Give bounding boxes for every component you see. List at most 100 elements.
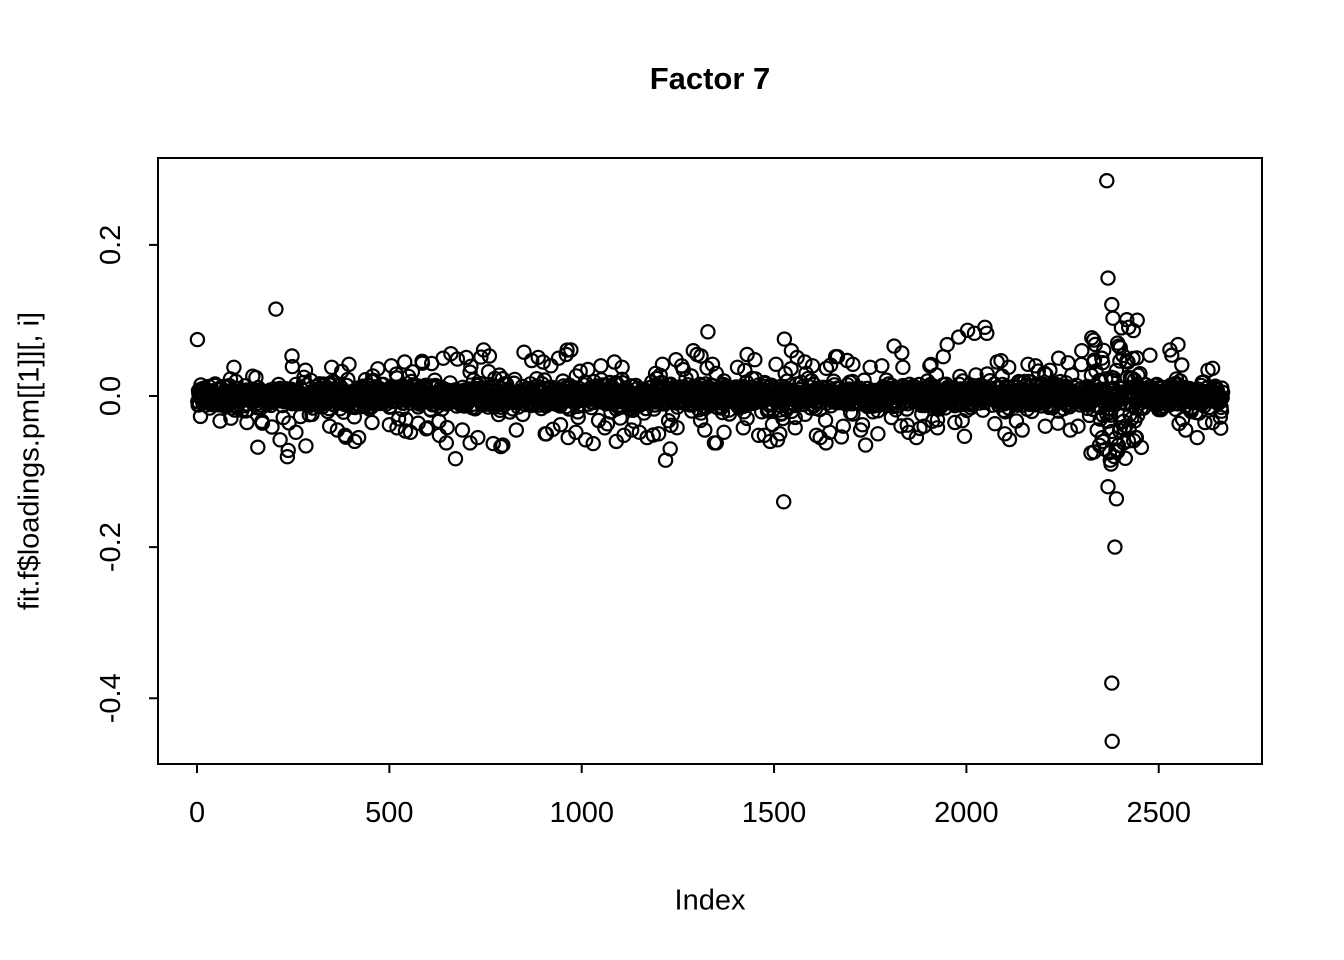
data-point bbox=[1120, 354, 1136, 370]
data-point bbox=[692, 412, 709, 429]
data-point bbox=[447, 451, 464, 467]
data-point bbox=[454, 422, 471, 438]
data-point bbox=[597, 420, 613, 436]
data-point bbox=[1095, 342, 1112, 359]
data-point bbox=[1204, 414, 1221, 431]
data-point bbox=[1189, 429, 1205, 446]
data-point bbox=[1100, 479, 1116, 495]
data-point bbox=[762, 433, 778, 450]
data-point bbox=[1020, 356, 1036, 372]
data-point bbox=[1120, 433, 1137, 449]
data-point bbox=[1117, 450, 1134, 466]
data-point bbox=[435, 350, 451, 366]
data-point bbox=[1108, 491, 1125, 507]
data-point bbox=[568, 424, 584, 440]
data-point bbox=[1177, 422, 1194, 438]
data-point bbox=[552, 417, 569, 433]
x-axis-label: Index bbox=[674, 884, 746, 917]
data-point bbox=[845, 356, 861, 372]
data-point bbox=[410, 415, 426, 431]
data-point bbox=[1101, 445, 1118, 461]
data-point bbox=[768, 356, 784, 372]
x-tick-label: 2500 bbox=[1126, 797, 1191, 829]
data-point bbox=[1197, 414, 1213, 431]
data-point bbox=[1073, 356, 1090, 373]
data-point bbox=[1042, 362, 1058, 378]
data-point bbox=[697, 422, 713, 438]
data-point bbox=[883, 409, 900, 426]
data-point bbox=[254, 415, 271, 431]
data-point bbox=[1100, 270, 1116, 286]
data-point bbox=[524, 352, 540, 369]
data-point bbox=[414, 353, 430, 369]
data-point bbox=[929, 420, 946, 436]
data-point bbox=[739, 410, 755, 427]
data-point bbox=[739, 346, 755, 363]
data-point bbox=[1104, 675, 1120, 691]
data-point bbox=[874, 358, 890, 374]
data-point bbox=[1133, 439, 1150, 456]
data-point bbox=[862, 359, 878, 375]
data-point bbox=[264, 419, 280, 435]
y-tick-label: -0.2 bbox=[95, 522, 127, 572]
data-point bbox=[1050, 350, 1067, 366]
data-point bbox=[250, 439, 266, 455]
x-tick-label: 2000 bbox=[934, 797, 999, 829]
data-point bbox=[570, 409, 586, 425]
data-point bbox=[1214, 390, 1230, 406]
data-point bbox=[776, 494, 792, 510]
data-point bbox=[708, 435, 725, 451]
data-point bbox=[685, 343, 702, 359]
data-point bbox=[1099, 172, 1115, 189]
data-point bbox=[700, 324, 716, 340]
data-point bbox=[1120, 319, 1137, 335]
data-point bbox=[1037, 418, 1054, 434]
data-point bbox=[473, 349, 489, 365]
data-point bbox=[669, 420, 685, 436]
data-point bbox=[543, 358, 559, 374]
data-point bbox=[558, 346, 575, 363]
data-point bbox=[939, 336, 955, 353]
data-point bbox=[1070, 418, 1086, 434]
data-point bbox=[787, 420, 803, 436]
data-point bbox=[631, 424, 648, 440]
data-point bbox=[481, 348, 498, 364]
data-point bbox=[1108, 362, 1125, 379]
x-tick-label: 1000 bbox=[549, 797, 614, 829]
data-point bbox=[402, 424, 419, 440]
data-point bbox=[776, 331, 793, 347]
data-point bbox=[922, 358, 938, 374]
data-point bbox=[347, 433, 363, 450]
data-point bbox=[329, 422, 346, 438]
data-point bbox=[1110, 338, 1127, 354]
data-point bbox=[804, 358, 821, 374]
data-point bbox=[226, 359, 242, 375]
data-point bbox=[516, 344, 532, 360]
data-point bbox=[772, 426, 788, 442]
data-point bbox=[716, 424, 732, 440]
x-tick-label: 500 bbox=[365, 797, 413, 829]
data-point bbox=[901, 424, 917, 440]
data-point bbox=[364, 414, 380, 431]
data-point bbox=[1062, 422, 1079, 438]
data-point bbox=[563, 342, 579, 358]
data-point bbox=[1094, 350, 1110, 366]
data-point bbox=[462, 364, 478, 380]
data-point bbox=[284, 348, 300, 364]
data-point bbox=[1112, 340, 1129, 356]
y-axis-label: fit.f$loadings.pm[[1]][, i] bbox=[13, 311, 46, 611]
data-point bbox=[894, 345, 910, 361]
data-point bbox=[674, 358, 690, 374]
data-point bbox=[1200, 362, 1216, 378]
data-point bbox=[577, 432, 594, 448]
data-point bbox=[298, 438, 314, 454]
data-point bbox=[439, 419, 455, 436]
data-point bbox=[662, 441, 678, 457]
data-point bbox=[818, 360, 835, 376]
data-point bbox=[560, 429, 576, 446]
data-point bbox=[550, 350, 567, 366]
data-point bbox=[822, 424, 838, 440]
data-point bbox=[485, 435, 501, 452]
